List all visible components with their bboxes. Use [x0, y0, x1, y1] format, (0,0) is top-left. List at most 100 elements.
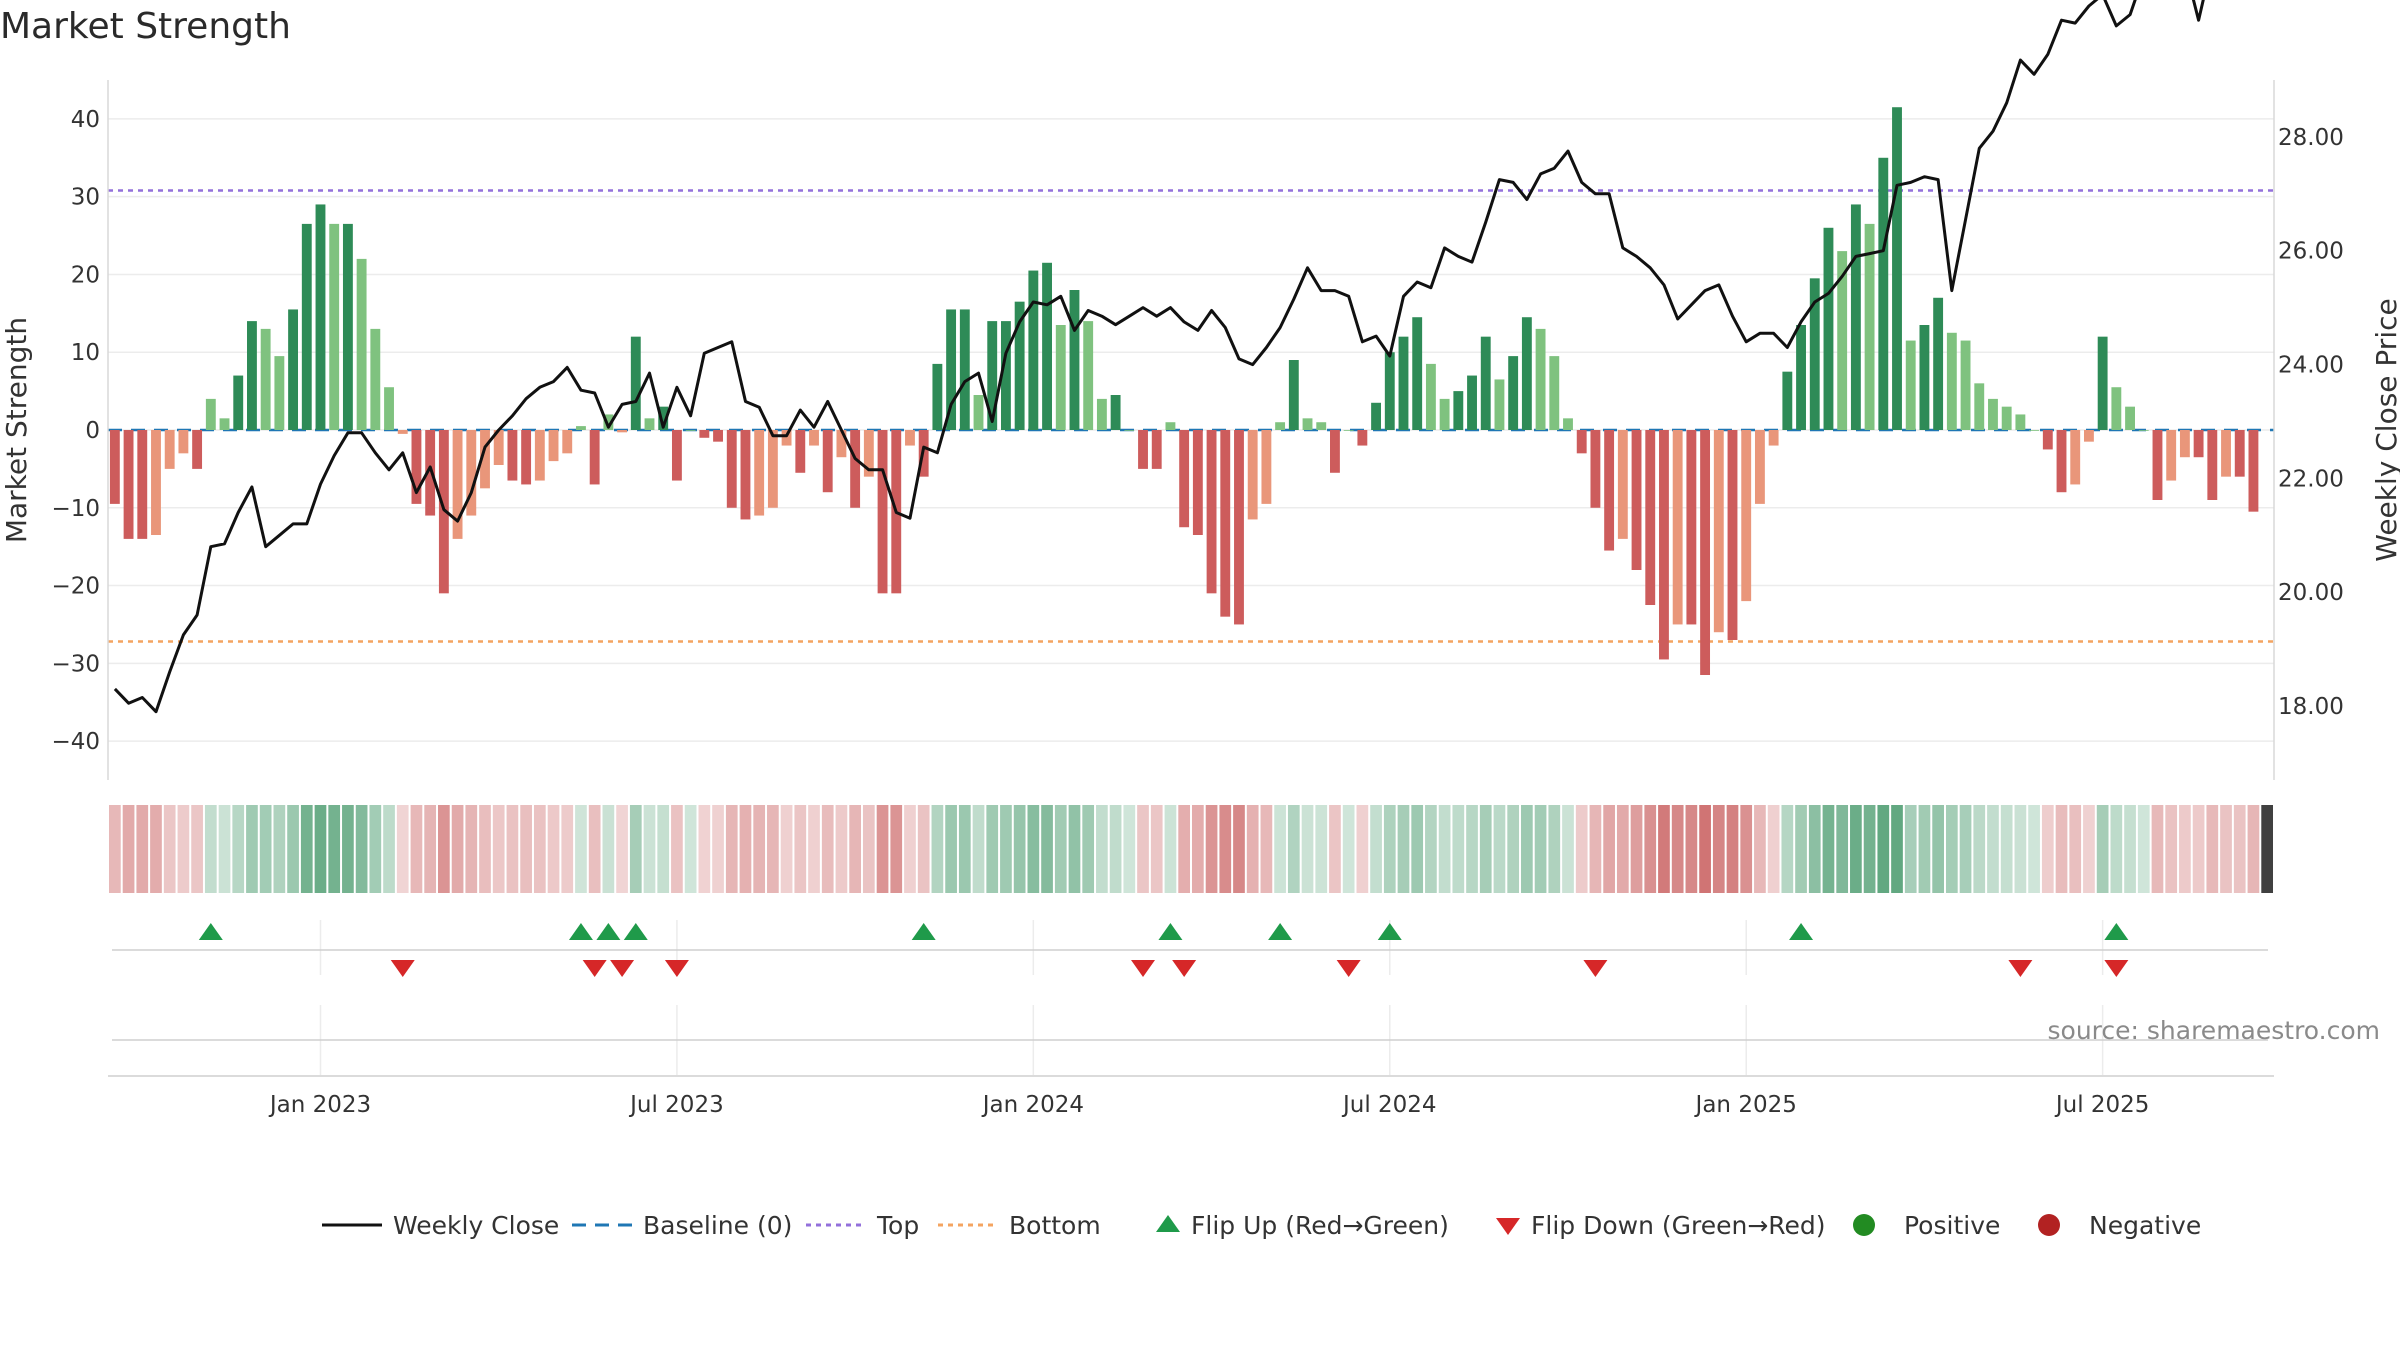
strength-bar	[1055, 325, 1066, 430]
strength-bar	[1384, 352, 1395, 430]
strength-bar	[754, 430, 765, 516]
heat-strip-cell	[1370, 805, 1382, 893]
right-tick-label: 26.00	[2278, 239, 2344, 265]
heat-strip-cell	[1329, 805, 1341, 893]
strength-bar	[603, 414, 614, 430]
strength-bar	[1713, 430, 1724, 633]
heat-strip-cell	[1219, 805, 1232, 893]
heat-strip-cell	[945, 805, 957, 893]
strength-bar	[2179, 430, 2190, 458]
strength-bar	[1576, 430, 1587, 454]
heat-strip-cell	[2220, 805, 2232, 893]
right-tick-label: 18.00	[2278, 694, 2344, 720]
strength-bar	[534, 430, 545, 481]
heat-strip-cell	[588, 805, 601, 893]
heat-strip-cell	[1411, 805, 1424, 893]
heat-strip-cell	[986, 805, 999, 893]
heat-strip-cell	[424, 805, 437, 893]
heat-strip-cell	[2014, 805, 2027, 893]
heat-strip-cell	[1795, 805, 1807, 893]
heat-strip-cell	[218, 805, 231, 893]
strength-bar	[630, 336, 641, 430]
strength-bar	[1220, 430, 1231, 617]
strength-bar	[1727, 430, 1738, 640]
strength-bar	[329, 223, 340, 430]
strength-bar	[1617, 430, 1628, 539]
heat-strip-cell	[2137, 805, 2150, 893]
heat-strip-cell	[862, 805, 875, 893]
heat-strip-cell	[1425, 805, 1437, 893]
strength-bar	[1330, 430, 1340, 473]
heat-strip-cell	[533, 805, 546, 893]
strength-bar	[1905, 340, 1916, 430]
strength-bar	[1494, 379, 1505, 430]
strength-bar	[1864, 223, 1875, 430]
flip-markers	[108, 923, 2274, 1077]
heat-strip-cell	[1452, 805, 1465, 893]
strength-bar	[192, 430, 203, 469]
strength-bar	[301, 223, 312, 430]
flip-down-marker	[2104, 960, 2129, 977]
heat-strip-cell	[1548, 805, 1561, 893]
strength-bar	[1261, 430, 1272, 504]
strength-bar	[1000, 321, 1011, 430]
strength-bar	[2042, 430, 2053, 450]
heat-strip-cell	[1507, 805, 1520, 893]
heat-strip-cell	[561, 805, 574, 893]
strength-bar	[137, 430, 148, 539]
strength-bar	[946, 309, 957, 430]
heat-strip-cell	[136, 805, 149, 893]
heat-strip-cell	[684, 805, 697, 893]
strength-bar	[260, 328, 271, 430]
heat-strip-cell	[767, 805, 779, 893]
strength-bar	[562, 430, 573, 454]
heat-strip-cell	[2028, 805, 2040, 893]
strength-bar	[1014, 301, 1025, 430]
strength-bar	[767, 430, 778, 508]
heat-strip-cell	[1479, 805, 1492, 893]
heat-strip-cell	[1644, 805, 1657, 893]
strength-bar	[2248, 430, 2259, 512]
strength-bar	[1919, 325, 1930, 430]
strength-bar	[1439, 398, 1450, 430]
strength-bar	[740, 430, 751, 520]
strength-bar	[726, 430, 737, 508]
heat-strip-cell	[2151, 805, 2164, 893]
heat-strip-cell	[1891, 805, 1903, 893]
strength-bar	[671, 430, 682, 481]
strength-bar	[836, 430, 847, 458]
strength-bar	[2166, 430, 2177, 481]
x-tick-label: Jan 2024	[981, 1092, 1084, 1118]
strength-bar	[123, 430, 134, 539]
left-tick-label: 0	[85, 418, 100, 444]
heat-strip-cell	[753, 805, 766, 893]
heat-strip-cell	[479, 805, 491, 893]
strength-bar	[1974, 383, 1985, 430]
strength-bar	[589, 430, 600, 485]
heat-strip-cell	[369, 805, 382, 893]
heat-strip-cell	[1438, 805, 1451, 893]
heat-strip-cell	[1260, 805, 1273, 893]
flip-down-marker	[2008, 960, 2033, 977]
strength-bar	[342, 223, 353, 430]
heat-strip-cell	[1287, 805, 1300, 893]
heat-strip-cell	[1562, 805, 1574, 893]
legend-flip-up-icon	[1156, 1215, 1180, 1232]
weekly-close-line-group	[113, 0, 2205, 714]
heat-strip-cell	[794, 805, 807, 893]
heat-strip-cell	[1781, 805, 1794, 893]
heat-strip-cell	[1918, 805, 1931, 893]
heat-strip-cell	[1383, 805, 1396, 893]
heat-strip-cell	[2261, 805, 2273, 893]
x-tick-label: Jan 2023	[268, 1092, 371, 1118]
heat-strip-cell	[931, 805, 944, 893]
x-tick-label: Jul 2023	[628, 1092, 724, 1118]
strength-bar	[1234, 430, 1244, 625]
strength-bars	[109, 107, 2259, 675]
strength-bar	[2138, 430, 2149, 431]
heat-strip-cell	[780, 805, 793, 893]
heat-strip-cell	[1041, 805, 1053, 893]
strength-bar	[576, 426, 586, 430]
strength-bar	[1686, 430, 1697, 625]
strength-bar	[2056, 430, 2067, 493]
